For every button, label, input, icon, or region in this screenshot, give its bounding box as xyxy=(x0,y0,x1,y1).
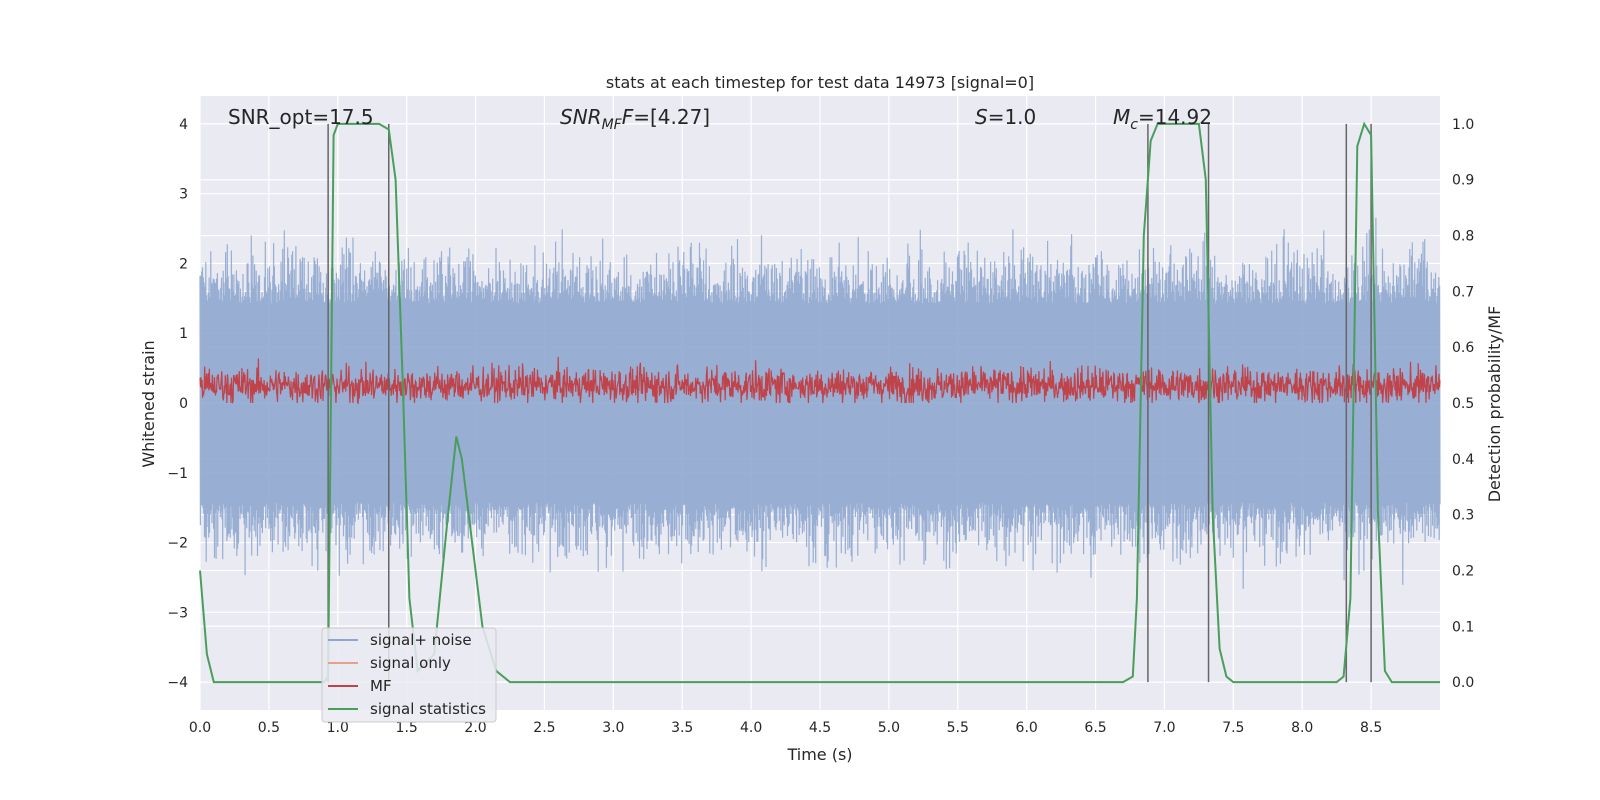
y-left-tick-label: −3 xyxy=(167,605,188,621)
x-tick-label: 0.5 xyxy=(258,720,280,736)
annotation-mc: Mc=14.92 xyxy=(1113,105,1212,133)
y-right-tick-label: 0.4 xyxy=(1452,452,1474,468)
chart-title: stats at each timestep for test data 149… xyxy=(606,73,1034,92)
x-tick-label: 6.5 xyxy=(1084,720,1106,736)
x-tick-label: 2.5 xyxy=(533,720,555,736)
x-tick-label: 0.0 xyxy=(189,720,211,736)
y-left-tick-label: −4 xyxy=(167,675,188,691)
annotation-s: S=1.0 xyxy=(975,105,1036,129)
annotation-snr-opt: SNR_opt=17.5 xyxy=(228,105,374,129)
annotation-snr-mf-sym: SNR xyxy=(560,105,602,129)
x-tick-label: 3.5 xyxy=(671,720,693,736)
x-tick-label: 1.5 xyxy=(396,720,418,736)
annotation-snr-mf-sub: MF xyxy=(602,117,623,133)
legend-label-signal-statistics: signal statistics xyxy=(370,700,486,718)
annotation-mc-sub: c xyxy=(1130,117,1138,133)
y-left-tick-label: 2 xyxy=(179,256,188,272)
y-left-tick-label: 0 xyxy=(179,396,188,412)
x-tick-labels: 0.0 0.5 1.0 1.5 2.0 2.5 3.0 3.5 4.0 4.5 5.0 5.5 6.0 6… xyxy=(189,720,1382,736)
annotation-mc-sym: M xyxy=(1113,105,1130,129)
vertical-markers xyxy=(327,123,1372,683)
x-tick-label: 4.5 xyxy=(809,720,831,736)
legend: signal+ noise signal only MF signal stat… xyxy=(321,627,497,723)
y-right-tick-label: 0.5 xyxy=(1452,396,1474,412)
legend-item-signal-only: signal only xyxy=(328,654,451,672)
y-right-tick-label: 0.6 xyxy=(1452,340,1474,356)
y-right-tick-label: 0.9 xyxy=(1452,173,1474,189)
x-tick-label: 7.0 xyxy=(1153,720,1175,736)
y-right-tick-label: 0.7 xyxy=(1452,284,1474,300)
x-tick-label: 8.5 xyxy=(1360,720,1382,736)
y-left-tick-label: 3 xyxy=(179,187,188,203)
y-right-tick-labels: 1.0 0.9 0.8 0.7 0.6 0.5 0.4 0.3 0.2 0.1 0.0 xyxy=(1452,117,1474,691)
y-right-tick-label: 0.2 xyxy=(1452,563,1474,579)
y-right-tick-label: 0.8 xyxy=(1452,229,1474,245)
y-axis-right-label: Detection probability/MF xyxy=(1485,306,1504,503)
y-right-tick-label: 0.1 xyxy=(1452,619,1474,635)
mf-series xyxy=(199,356,1441,405)
x-tick-label: 6.0 xyxy=(1016,720,1038,736)
annotation-s-val: =1.0 xyxy=(988,105,1037,129)
x-tick-label: 7.5 xyxy=(1222,720,1244,736)
y-left-tick-label: 4 xyxy=(179,117,188,133)
legend-label-mf: MF xyxy=(370,677,392,695)
x-tick-label: 8.0 xyxy=(1291,720,1313,736)
y-right-tick-label: 0.0 xyxy=(1452,675,1474,691)
x-tick-label: 1.0 xyxy=(327,720,349,736)
annotation-snr-mf: SNRMFF=[4.27] xyxy=(560,105,710,133)
legend-label-signal-noise: signal+ noise xyxy=(370,631,472,649)
y-right-tick-label: 0.3 xyxy=(1452,508,1474,524)
annotation-s-sym: S xyxy=(975,105,988,129)
legend-item-mf: MF xyxy=(328,677,392,695)
y-left-tick-labels: 4 3 2 1 0 −1 −2 −3 −4 xyxy=(167,117,188,691)
y-left-tick-label: −1 xyxy=(167,466,188,482)
legend-item-signal-noise: signal+ noise xyxy=(328,631,472,649)
annotation-snr-mf-val: =[4.27] xyxy=(633,105,710,129)
y-axis-left-label: Whitened strain xyxy=(139,340,158,467)
y-right-tick-label: 1.0 xyxy=(1452,117,1474,133)
x-tick-label: 5.0 xyxy=(878,720,900,736)
x-tick-label: 2.0 xyxy=(464,720,486,736)
x-axis-label: Time (s) xyxy=(786,745,852,764)
y-left-tick-label: 1 xyxy=(179,326,188,342)
y-left-tick-label: −2 xyxy=(167,536,188,552)
signal-noise-line xyxy=(199,217,1441,589)
legend-label-signal-only: signal only xyxy=(370,654,451,672)
x-tick-label: 5.5 xyxy=(947,720,969,736)
annotation-mc-val: =14.92 xyxy=(1138,105,1212,129)
signal-noise-series xyxy=(199,217,1441,589)
x-tick-label: 3.0 xyxy=(602,720,624,736)
mf-line xyxy=(199,356,1441,405)
x-tick-label: 4.0 xyxy=(740,720,762,736)
legend-item-signal-statistics: signal statistics xyxy=(328,700,486,718)
